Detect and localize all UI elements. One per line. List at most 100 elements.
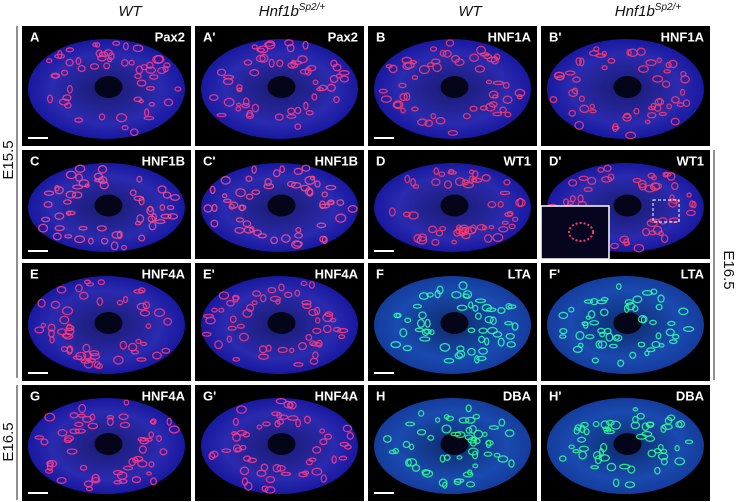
tubule [265,40,276,50]
tubule [290,182,302,189]
tubule [467,347,476,356]
tubule [487,326,498,335]
tubule [276,59,284,68]
tubule [157,185,167,194]
pelvis [94,76,123,98]
tubule [136,214,145,224]
tubule [57,428,68,437]
panel: D' WT1 [540,150,710,260]
row-label: E16.5 [0,422,17,461]
column-header: WT [118,3,143,20]
tubule [508,223,516,230]
tubule [331,455,337,464]
tubule [645,435,656,442]
tubule [267,286,277,294]
tubule [281,234,291,243]
tubule [439,342,451,352]
tubule [419,336,431,342]
tubule [251,103,260,113]
tubule [264,177,272,187]
tubule [624,481,636,489]
tubule [236,323,245,329]
tubule [597,340,608,349]
tubule [465,426,473,434]
tubule [232,444,242,453]
tubule [579,57,585,67]
tubule [69,412,79,419]
tubule [90,477,101,484]
tubule [305,110,314,116]
tubule [64,234,73,239]
tubule [56,285,67,294]
tubule [453,229,461,237]
tubule [260,463,269,472]
panel-letter: E [30,266,39,281]
tubule [578,175,589,182]
tubule [404,174,411,184]
tubule [218,307,225,313]
tubule [46,94,54,104]
tubule [149,477,157,486]
pelvis [440,312,469,334]
tubule [505,302,513,310]
tubule [218,291,230,300]
tubule [612,478,620,488]
tubule [633,107,640,115]
tubule [486,56,498,63]
tubule [645,59,657,67]
tubule [591,357,600,364]
tubule [128,457,137,467]
tubule [65,190,77,199]
pelvis [440,76,469,98]
tubule [663,69,671,74]
tubule [619,235,630,244]
tubule [347,205,358,213]
tubule [242,431,251,438]
tubule [319,200,326,210]
tubule [636,412,645,420]
tubule [336,199,345,206]
tubule [148,461,155,468]
tubule [99,181,109,190]
tubule [656,97,663,105]
tubule [596,299,607,305]
tubule [615,283,622,290]
tubule [479,105,488,111]
tubule [54,225,65,232]
panel-marker: DBA [503,388,532,403]
tubule [426,62,434,68]
tubule [288,401,297,410]
tubule [333,96,340,104]
tubule [75,173,83,182]
tubule [298,471,308,478]
tubule [327,199,335,205]
tubule [666,414,676,422]
tubule [422,469,434,478]
tubule [121,125,129,131]
tubule [467,469,473,476]
tubule [607,57,616,64]
tubule [649,319,657,326]
tubule [66,448,78,455]
tubule [617,359,625,368]
tubule [392,100,404,110]
tubule [399,93,408,102]
tubule [335,213,347,223]
tubule [488,101,498,108]
tubule [439,454,446,463]
tubule [59,315,70,325]
tubule [646,219,658,228]
tubule [637,314,648,324]
tubule [222,198,232,203]
tubule [485,79,493,85]
tubule [239,204,245,212]
tubule [462,112,471,120]
tubule [150,418,157,425]
column-header: Hnf1bSp2/+ [259,2,326,20]
panel-marker: WT1 [677,153,704,168]
tubule [276,464,286,472]
tubule [497,306,506,315]
tubule [143,115,155,121]
tubule [145,85,155,91]
tubule [34,326,45,334]
